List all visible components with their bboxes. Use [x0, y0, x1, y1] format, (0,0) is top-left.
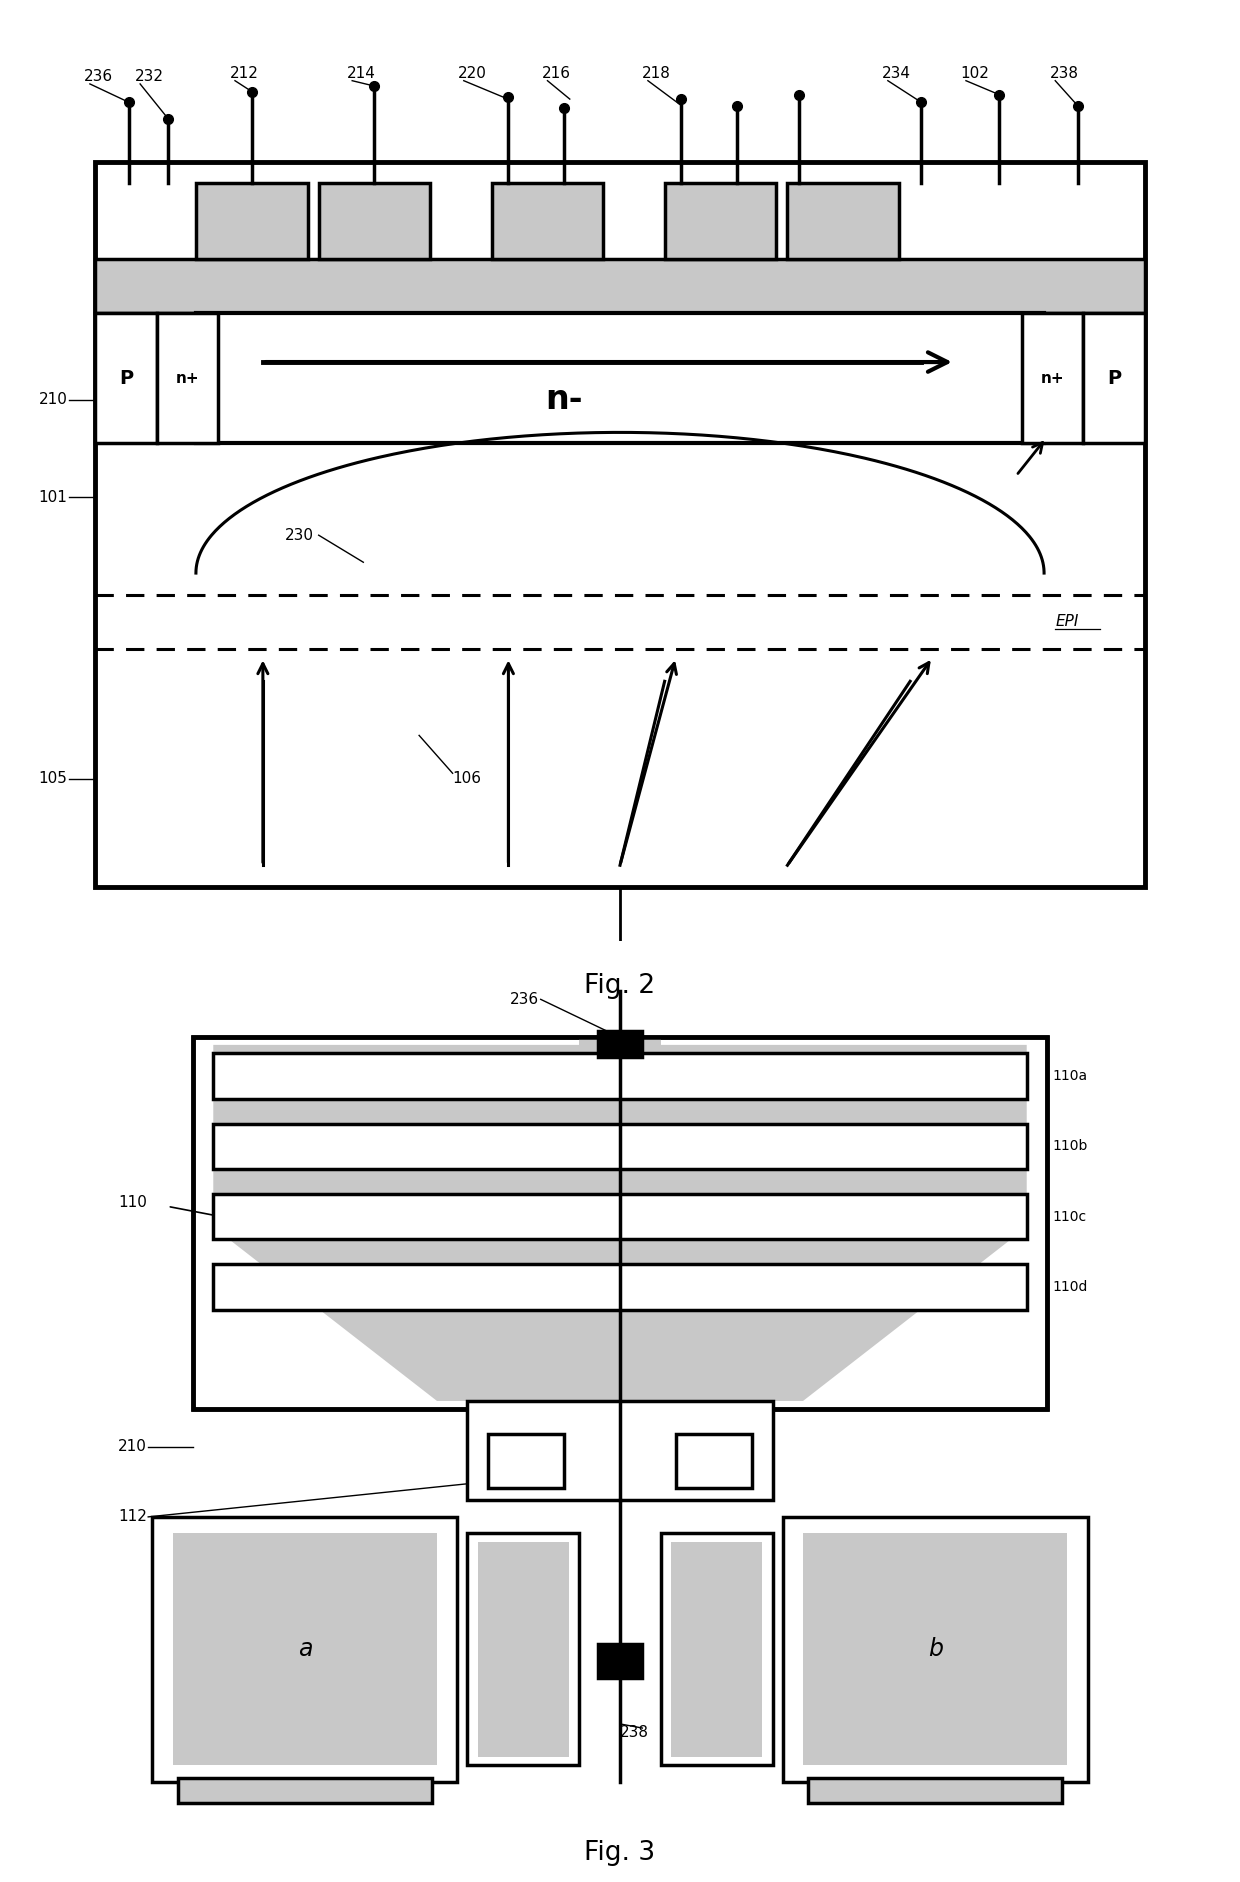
Text: EPI: EPI	[1055, 614, 1079, 629]
Bar	[1084, 314, 1145, 444]
Bar	[196, 314, 1044, 444]
Text: n-: n-	[546, 384, 583, 416]
Bar	[491, 184, 603, 260]
Text: Fig. 3: Fig. 3	[584, 1841, 656, 1865]
Bar	[467, 1400, 773, 1500]
Text: 234: 234	[883, 66, 911, 81]
Bar	[213, 1265, 1027, 1310]
Text: 105: 105	[38, 772, 67, 787]
Text: b: b	[928, 1637, 942, 1662]
Polygon shape	[213, 1045, 579, 1400]
Text: 110c: 110c	[1052, 1210, 1086, 1223]
Text: 106: 106	[453, 772, 481, 787]
Bar	[782, 1517, 1087, 1782]
Bar	[598, 1643, 642, 1679]
Text: 102: 102	[961, 66, 990, 81]
Text: 110a: 110a	[1052, 1069, 1087, 1082]
Bar	[196, 184, 308, 260]
Bar	[467, 1534, 579, 1765]
Bar	[477, 1541, 569, 1758]
Text: 220: 220	[459, 66, 487, 81]
Bar	[193, 1037, 1047, 1410]
Bar	[787, 184, 899, 260]
Text: 210: 210	[118, 1440, 148, 1455]
Text: 212: 212	[229, 66, 258, 81]
Bar	[808, 1778, 1063, 1803]
Text: 110b: 110b	[1052, 1139, 1087, 1154]
Text: n+: n+	[1040, 371, 1064, 386]
Text: 230: 230	[285, 527, 314, 542]
Bar	[213, 1124, 1027, 1169]
Text: 238: 238	[1049, 66, 1079, 81]
Bar	[156, 314, 218, 444]
Text: Fig. 2: Fig. 2	[584, 973, 656, 999]
Bar	[676, 1434, 753, 1489]
Bar	[579, 1037, 661, 1410]
Text: P: P	[119, 369, 133, 388]
Text: 214: 214	[346, 66, 376, 81]
Text: 238: 238	[620, 1724, 649, 1739]
Text: n+: n+	[176, 371, 200, 386]
Bar	[177, 1778, 432, 1803]
Bar	[467, 1400, 773, 1500]
Bar	[95, 260, 1145, 314]
Bar	[1022, 314, 1084, 444]
Bar	[671, 1541, 763, 1758]
Bar	[153, 1517, 458, 1782]
Text: 216: 216	[542, 66, 570, 81]
Text: 236: 236	[84, 70, 113, 85]
Text: 232: 232	[135, 70, 164, 85]
Bar	[95, 162, 1145, 886]
Bar	[213, 1193, 1027, 1240]
Text: 101: 101	[38, 489, 67, 504]
Bar	[598, 1031, 642, 1058]
Bar	[665, 184, 776, 260]
Text: 110: 110	[118, 1195, 148, 1210]
Bar	[319, 184, 430, 260]
Polygon shape	[661, 1045, 1027, 1400]
Text: 110d: 110d	[1052, 1280, 1087, 1295]
Bar	[193, 1037, 1047, 1410]
Text: 112: 112	[118, 1509, 148, 1524]
Text: 218: 218	[642, 66, 671, 81]
Bar	[661, 1534, 773, 1765]
Bar	[95, 314, 156, 444]
Text: a: a	[298, 1637, 312, 1662]
Bar	[213, 1054, 1027, 1099]
Bar	[487, 1434, 564, 1489]
Bar	[172, 1534, 436, 1765]
Text: 210: 210	[38, 393, 67, 407]
Text: P: P	[1107, 369, 1121, 388]
Text: 236: 236	[510, 992, 538, 1007]
Bar	[804, 1534, 1068, 1765]
